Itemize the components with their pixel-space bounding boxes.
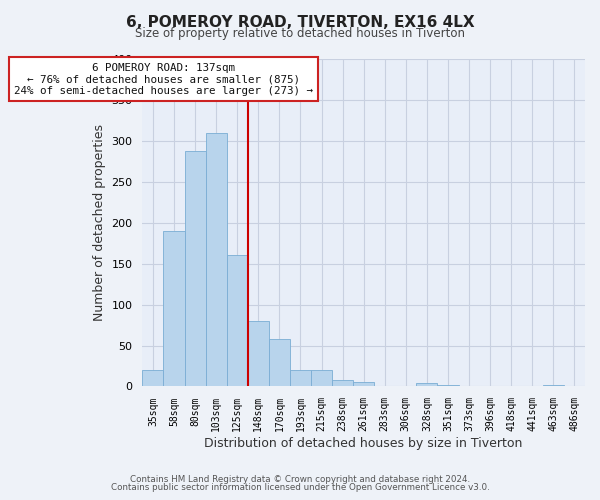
Bar (269, 339, 290, 386)
Bar (437, 385, 458, 386)
Y-axis label: Number of detached properties: Number of detached properties (93, 124, 106, 321)
Text: Contains HM Land Registry data © Crown copyright and database right 2024.: Contains HM Land Registry data © Crown c… (130, 475, 470, 484)
Bar (416, 383, 437, 386)
Bar (290, 370, 311, 386)
Text: 6 POMEROY ROAD: 137sqm
← 76% of detached houses are smaller (875)
24% of semi-de: 6 POMEROY ROAD: 137sqm ← 76% of detached… (14, 63, 313, 96)
Bar (543, 385, 564, 386)
X-axis label: Distribution of detached houses by size in Tiverton: Distribution of detached houses by size … (205, 437, 523, 450)
Bar (332, 380, 353, 386)
Text: Contains public sector information licensed under the Open Government Licence v3: Contains public sector information licen… (110, 484, 490, 492)
Bar (142, 370, 163, 386)
Bar (353, 382, 374, 386)
Text: Size of property relative to detached houses in Tiverton: Size of property relative to detached ho… (135, 28, 465, 40)
Bar (227, 256, 248, 386)
Bar (206, 132, 227, 386)
Bar (248, 321, 269, 386)
Bar (311, 370, 332, 386)
Bar (163, 231, 185, 386)
Text: 6, POMEROY ROAD, TIVERTON, EX16 4LX: 6, POMEROY ROAD, TIVERTON, EX16 4LX (125, 15, 475, 30)
Bar (185, 150, 206, 386)
